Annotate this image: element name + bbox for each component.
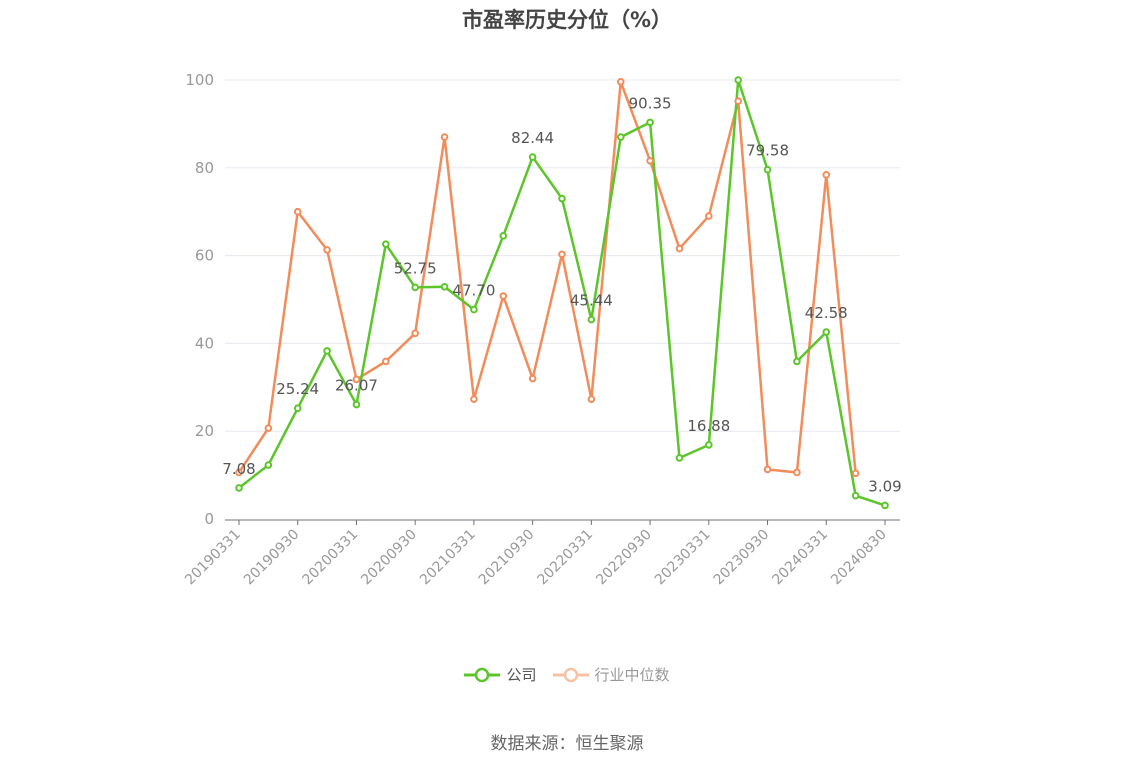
data-label-company: 7.08 bbox=[222, 460, 255, 478]
data-label-company: 82.44 bbox=[511, 129, 554, 147]
y-tick-label: 0 bbox=[204, 510, 214, 528]
data-label-company: 42.58 bbox=[805, 304, 848, 322]
point-industry bbox=[440, 133, 449, 141]
legend-industry-marker-icon bbox=[552, 667, 589, 682]
point-company bbox=[264, 461, 273, 469]
point-industry bbox=[822, 171, 831, 179]
point-industry bbox=[264, 424, 273, 432]
point-industry bbox=[352, 375, 361, 384]
point-company bbox=[411, 283, 419, 292]
legend-label-company: 公司 bbox=[506, 666, 537, 684]
x-tick-label: 20230930 bbox=[711, 527, 773, 589]
point-company bbox=[440, 282, 449, 291]
x-tick-label: 20220331 bbox=[534, 527, 596, 589]
point-company bbox=[616, 133, 625, 141]
point-industry bbox=[411, 329, 419, 338]
point-company bbox=[705, 441, 713, 449]
data-label-company: 3.09 bbox=[868, 477, 901, 495]
point-company bbox=[822, 328, 831, 336]
point-industry bbox=[646, 156, 654, 165]
point-industry bbox=[705, 212, 713, 220]
point-industry bbox=[763, 465, 772, 474]
point-company bbox=[382, 240, 390, 248]
data-label-company: 90.35 bbox=[629, 94, 672, 112]
legend-item-industry[interactable]: 行业中位数 bbox=[552, 664, 670, 685]
point-company bbox=[881, 501, 889, 510]
y-tick-label: 100 bbox=[185, 71, 214, 89]
data-label-company: 47.70 bbox=[452, 282, 495, 300]
x-tick-label: 20240830 bbox=[828, 527, 890, 589]
data-label-company: 25.24 bbox=[276, 380, 319, 398]
point-industry bbox=[235, 468, 243, 477]
point-industry bbox=[470, 395, 478, 403]
y-tick-label: 60 bbox=[195, 247, 214, 265]
x-tick-label: 20230331 bbox=[652, 527, 714, 589]
point-company bbox=[528, 153, 537, 161]
data-label-company: 26.07 bbox=[335, 377, 378, 395]
y-tick-label: 40 bbox=[195, 334, 214, 352]
point-company bbox=[235, 484, 243, 492]
legend-company-marker-icon bbox=[464, 667, 501, 682]
x-tick-label: 20190930 bbox=[241, 527, 303, 589]
point-industry bbox=[499, 292, 508, 300]
y-tick-label: 80 bbox=[195, 159, 214, 177]
point-industry bbox=[793, 468, 801, 477]
point-company bbox=[675, 454, 684, 462]
point-company bbox=[793, 357, 801, 366]
point-company bbox=[851, 491, 860, 500]
x-tick-label: 20190331 bbox=[182, 527, 244, 589]
data-label-company: 79.58 bbox=[746, 142, 789, 160]
series-points bbox=[235, 76, 889, 510]
point-company bbox=[352, 400, 361, 409]
point-industry bbox=[616, 77, 625, 86]
point-company bbox=[587, 315, 596, 324]
point-company bbox=[763, 165, 772, 174]
point-company bbox=[734, 76, 742, 84]
point-industry bbox=[734, 97, 742, 105]
x-tick-label: 20210331 bbox=[417, 527, 479, 589]
point-industry bbox=[558, 250, 566, 259]
data-label-company: 16.88 bbox=[687, 417, 730, 435]
x-tick-label: 20200930 bbox=[358, 527, 420, 589]
point-company bbox=[646, 118, 654, 127]
point-company bbox=[293, 404, 302, 412]
x-axis: 2019033120190930202003312020093020210331… bbox=[182, 519, 900, 589]
point-industry bbox=[528, 374, 537, 383]
point-industry bbox=[323, 246, 331, 254]
series-line-industry bbox=[237, 80, 857, 474]
point-industry bbox=[587, 395, 596, 403]
data-source: 数据来源：恒生聚源 bbox=[490, 734, 644, 754]
chart-title: 市盈率历史分位（%） bbox=[461, 8, 673, 32]
point-company bbox=[323, 347, 331, 355]
point-company bbox=[499, 232, 508, 240]
x-tick-label: 20240331 bbox=[769, 527, 831, 589]
legend-label-industry: 行业中位数 bbox=[594, 666, 670, 684]
point-company bbox=[470, 305, 478, 314]
point-industry bbox=[675, 244, 684, 253]
point-industry bbox=[382, 357, 390, 366]
point-industry bbox=[851, 469, 860, 478]
y-tick-label: 20 bbox=[195, 422, 214, 440]
data-labels: 7.08 25.24 26.07 52.75 47.70 82.44 45.44 90.35 1… bbox=[222, 94, 901, 495]
x-tick-label: 20210930 bbox=[476, 527, 538, 589]
data-label-company: 52.75 bbox=[394, 259, 437, 277]
y-axis-tick-labels: 0 20 40 60 80 100 bbox=[185, 71, 214, 528]
data-label-company: 45.44 bbox=[570, 292, 613, 310]
x-tick-label: 20200331 bbox=[300, 527, 362, 589]
point-company bbox=[558, 194, 566, 203]
legend: 公司 行业中位数 bbox=[0, 664, 1134, 685]
legend-item-company[interactable]: 公司 bbox=[464, 664, 537, 685]
point-industry bbox=[293, 207, 302, 216]
x-tick-label: 20220930 bbox=[593, 527, 655, 589]
